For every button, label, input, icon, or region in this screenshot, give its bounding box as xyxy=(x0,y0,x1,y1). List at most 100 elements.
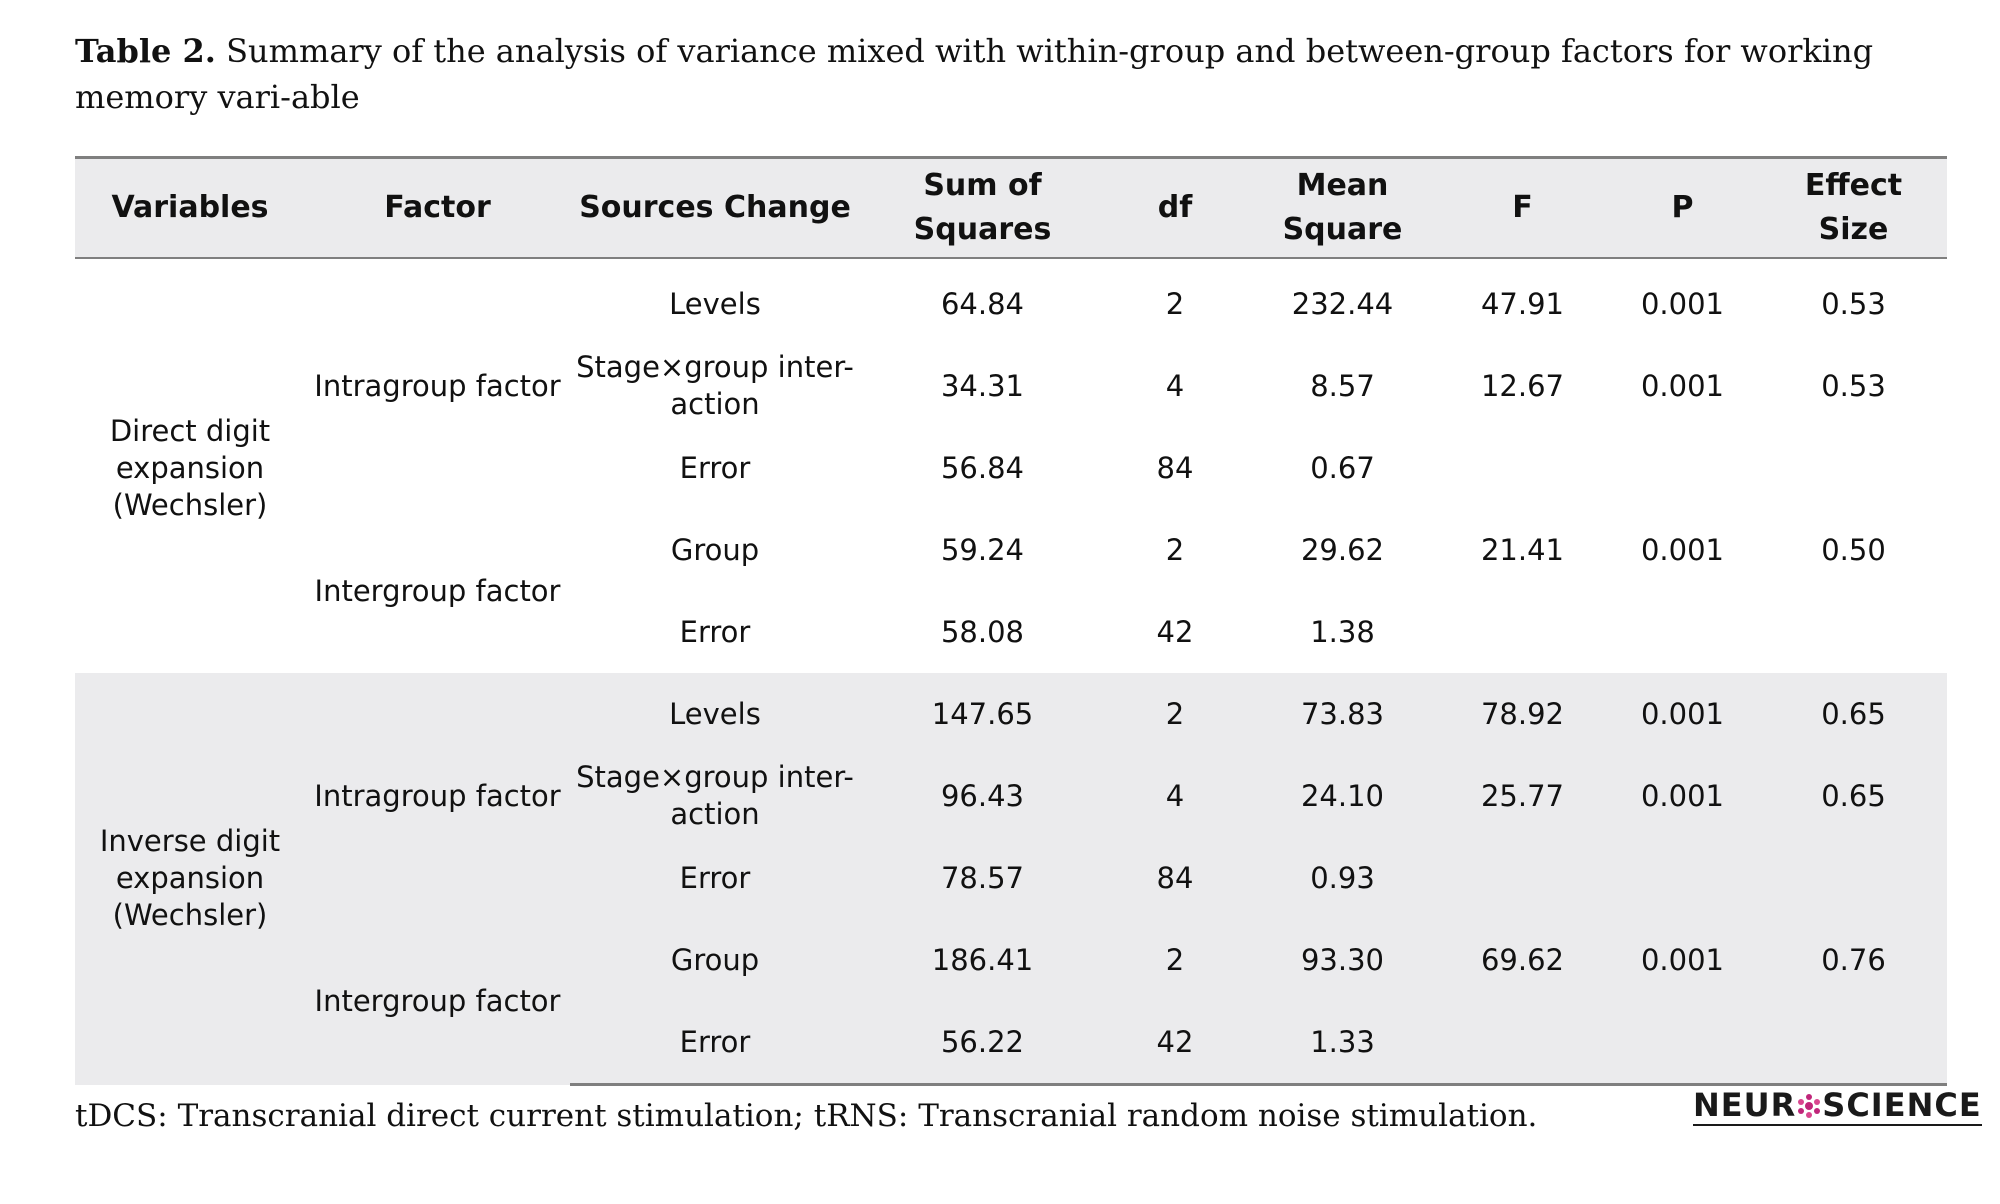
es-cell: 0.53 xyxy=(1821,368,1886,403)
header-sum-of-squares: Sum of Squares xyxy=(860,156,1105,259)
ms-cell: 0.93 xyxy=(1245,837,1440,919)
ss-cell: 56.84 xyxy=(940,450,1025,485)
p-cell xyxy=(1605,591,1760,673)
p-cell: 0.001 xyxy=(1640,286,1725,321)
table-row: Error 78.57 84 0.93 xyxy=(75,837,1947,919)
anova-table: Variables Factor Sources Change Sum of S… xyxy=(75,156,1947,1086)
df-cell: 84 xyxy=(1156,450,1194,485)
ss-cell: 78.57 xyxy=(860,837,1105,919)
header-variables: Variables xyxy=(75,156,305,259)
p-cell xyxy=(1605,1001,1760,1086)
es-cell xyxy=(1760,427,1947,509)
ss-cell: 186.41 xyxy=(860,919,1105,1001)
source-cell: Levels xyxy=(570,673,860,755)
df-cell: 4 xyxy=(1165,368,1185,403)
p-cell: 0.001 xyxy=(1640,368,1725,403)
table-row: Stage×group inter-action 34.31 4 8.57 12… xyxy=(75,345,1947,427)
logo-text-left: NEUR xyxy=(1693,1086,1797,1124)
ms-cell: 73.83 xyxy=(1245,673,1440,755)
header-p: P xyxy=(1605,156,1760,259)
f-cell xyxy=(1440,427,1605,509)
source-cell: Group xyxy=(670,532,760,567)
p-cell: 0.001 xyxy=(1605,755,1760,837)
f-cell xyxy=(1440,591,1605,673)
ms-cell: 1.38 xyxy=(1310,614,1375,649)
df-cell: 42 xyxy=(1105,1001,1245,1086)
header-mean-square: Mean Square xyxy=(1245,156,1440,259)
df-cell: 2 xyxy=(1105,919,1245,1001)
table-row: Intergroup factor Group 59.24 2 29.62 21… xyxy=(75,509,1947,608)
variable-cell: Inverse digit expansion (Wechsler) xyxy=(75,673,305,1085)
source-cell: Group xyxy=(570,919,860,1001)
ms-cell: 0.67 xyxy=(1310,450,1375,485)
ms-cell: 232.44 xyxy=(1291,286,1394,321)
source-cell: Error xyxy=(570,1001,860,1086)
ss-cell: 56.22 xyxy=(860,1001,1105,1086)
source-cell: Stage×group inter-action xyxy=(576,350,854,421)
header-f: F xyxy=(1440,156,1605,259)
es-cell: 0.50 xyxy=(1821,532,1886,567)
f-cell: 25.77 xyxy=(1440,755,1605,837)
factor-cell: Intergroup factor xyxy=(305,919,570,1085)
p-cell: 0.001 xyxy=(1605,919,1760,1001)
es-cell: 0.65 xyxy=(1760,755,1947,837)
df-cell: 42 xyxy=(1156,614,1194,649)
caption-label: Table 2. xyxy=(75,32,216,70)
ms-cell: 29.62 xyxy=(1300,532,1385,567)
p-cell xyxy=(1605,427,1760,509)
ss-cell: 59.24 xyxy=(940,532,1025,567)
source-cell: Levels xyxy=(669,286,761,321)
neuron-icon xyxy=(1798,1094,1821,1118)
df-cell: 84 xyxy=(1105,837,1245,919)
table-row: Error 58.08 42 1.38 xyxy=(75,591,1947,673)
f-cell: 78.92 xyxy=(1440,673,1605,755)
header-row: Variables Factor Sources Change Sum of S… xyxy=(75,156,1947,259)
block-direct-digit: Direct digit expansion (Wechsler) Intrag… xyxy=(75,258,1947,673)
logo-text-right: SCIENCE xyxy=(1822,1086,1982,1124)
ss-cell: 58.08 xyxy=(940,614,1025,649)
block-inverse-digit: Inverse digit expansion (Wechsler) Intra… xyxy=(75,673,1947,1086)
ss-cell: 96.43 xyxy=(860,755,1105,837)
table-row: Error 56.84 84 0.67 xyxy=(75,427,1947,509)
es-cell xyxy=(1760,591,1947,673)
header-effect-size: Effect Size xyxy=(1760,156,1947,259)
table-row: Error 56.22 42 1.33 xyxy=(75,1001,1947,1086)
es-cell xyxy=(1760,1001,1947,1086)
es-cell: 0.53 xyxy=(1821,286,1886,321)
df-cell: 4 xyxy=(1105,755,1245,837)
f-cell: 12.67 xyxy=(1480,368,1565,403)
es-cell xyxy=(1760,837,1947,919)
neuroscience-logo: NEUR SCIENCE xyxy=(1693,1086,1982,1126)
df-cell: 2 xyxy=(1105,673,1245,755)
table-footnote: tDCS: Transcranial direct current stimul… xyxy=(75,1098,1538,1134)
factor-cell: Intragroup factor xyxy=(305,673,570,919)
variable-cell: Direct digit expansion (Wechsler) xyxy=(109,413,271,522)
ms-cell: 1.33 xyxy=(1245,1001,1440,1086)
source-cell: Error xyxy=(679,614,751,649)
factor-cell: Intergroup factor xyxy=(314,573,561,608)
df-cell: 2 xyxy=(1165,286,1185,321)
source-cell: Error xyxy=(679,450,751,485)
es-cell: 0.65 xyxy=(1760,673,1947,755)
ss-cell: 147.65 xyxy=(860,673,1105,755)
table-row: Intergroup factor Group 186.41 2 93.30 6… xyxy=(75,919,1947,1085)
p-cell: 0.001 xyxy=(1640,532,1725,567)
table-row: Inverse digit expansion (Wechsler) Intra… xyxy=(75,673,1947,1085)
f-cell: 21.41 xyxy=(1480,532,1565,567)
f-cell xyxy=(1440,837,1605,919)
f-cell: 47.91 xyxy=(1480,286,1565,321)
ss-cell: 34.31 xyxy=(940,368,1025,403)
header-factor: Factor xyxy=(305,156,570,259)
ms-cell: 8.57 xyxy=(1310,368,1375,403)
table-row: Stage×group inter-action 96.43 4 24.10 2… xyxy=(75,755,1947,837)
f-cell: 69.62 xyxy=(1440,919,1605,1001)
p-cell: 0.001 xyxy=(1605,673,1760,755)
source-cell: Stage×group inter-action xyxy=(570,755,860,837)
header-df: df xyxy=(1105,156,1245,259)
caption-text: Summary of the analysis of variance mixe… xyxy=(75,32,1874,116)
es-cell: 0.76 xyxy=(1760,919,1947,1001)
ms-cell: 24.10 xyxy=(1245,755,1440,837)
df-cell: 2 xyxy=(1165,532,1185,567)
header-sources-change: Sources Change xyxy=(570,156,860,259)
ss-cell: 64.84 xyxy=(940,286,1025,321)
